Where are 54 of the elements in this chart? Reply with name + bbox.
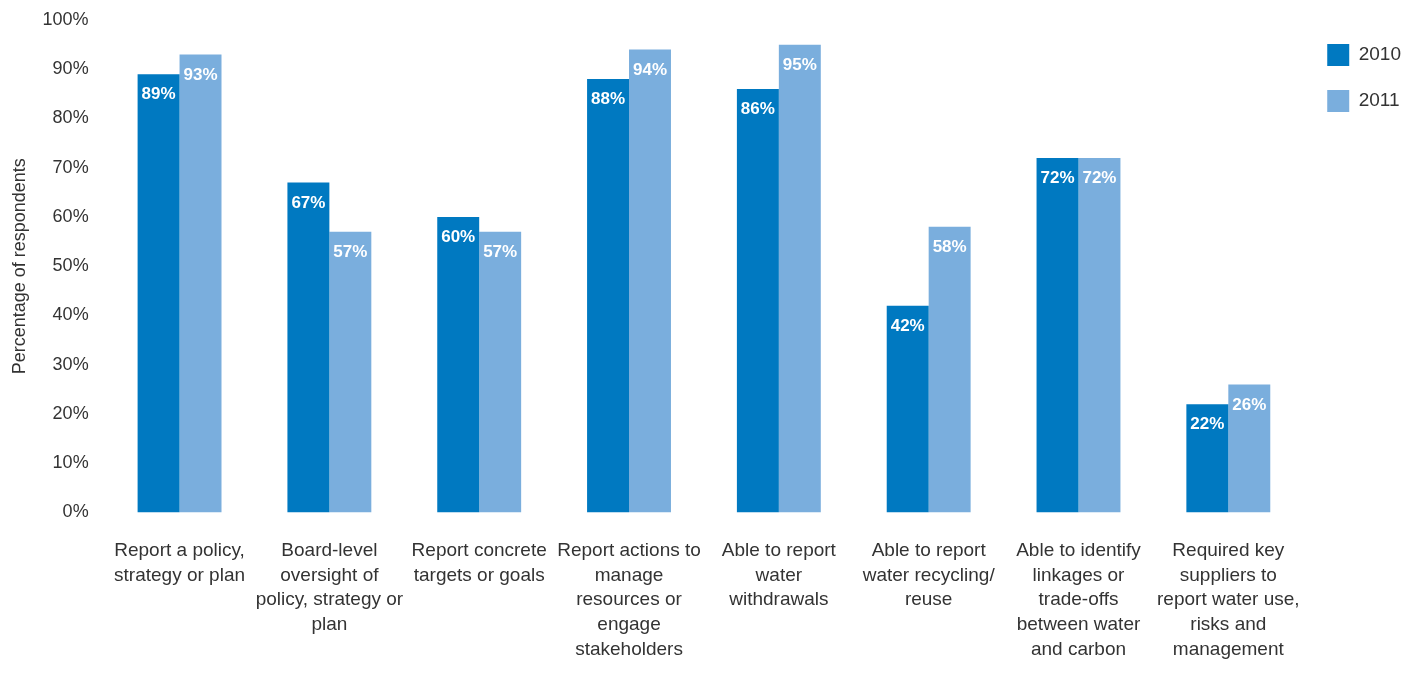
- data-label: 72%: [1082, 168, 1117, 188]
- data-label: 42%: [890, 315, 925, 335]
- y-tick-label: 0%: [62, 501, 89, 522]
- data-label: 95%: [782, 54, 817, 74]
- x-tick-label: Able to report water withdrawals: [721, 539, 837, 610]
- bar: [629, 49, 671, 513]
- y-tick-label: 50%: [52, 255, 89, 276]
- y-axis-title: Percentage of respondents: [8, 158, 29, 375]
- x-tick-label: Board-level oversight of policy, strategy or plan: [255, 539, 404, 635]
- x-tick-label: Report concrete targets or goals: [411, 539, 547, 585]
- data-label: 67%: [291, 192, 326, 212]
- data-label: 58%: [932, 237, 967, 257]
- y-tick-label: 40%: [52, 304, 89, 325]
- bar: [329, 231, 372, 513]
- x-tick-label: Able to report water recycling/ reuse: [861, 539, 996, 610]
- bar: [587, 79, 630, 513]
- data-label: 93%: [183, 64, 218, 84]
- bar: [1036, 157, 1079, 513]
- y-tick-label: 70%: [52, 156, 89, 177]
- y-tick-label: 30%: [52, 353, 89, 374]
- legend-label: 2011: [1358, 89, 1400, 111]
- data-label: 57%: [333, 241, 368, 261]
- y-tick-label: 100%: [42, 8, 89, 29]
- bar: [437, 217, 480, 513]
- data-label: 60%: [441, 227, 476, 247]
- bar: [736, 88, 779, 513]
- y-tick-label: 20%: [52, 402, 89, 423]
- bar: [137, 74, 180, 513]
- bar: [1186, 404, 1229, 513]
- y-tick-label: 60%: [52, 205, 89, 226]
- bar: [479, 231, 522, 513]
- data-label: 86%: [740, 99, 775, 119]
- x-tick-label: Required key suppliers to report water use, risks and management: [1157, 539, 1300, 659]
- y-tick-label: 10%: [52, 452, 89, 473]
- x-tick-label: Report actions to manage resources or engage stakeholders: [557, 539, 701, 659]
- data-label: 89%: [141, 84, 176, 104]
- bar: [1078, 157, 1121, 513]
- legend-label: 2010: [1358, 43, 1402, 65]
- bar: [287, 182, 330, 513]
- bar: [179, 54, 222, 513]
- data-label: 57%: [483, 241, 518, 261]
- x-tick-label: Able to identify linkages or trade-offs between water and carbon: [1016, 539, 1142, 659]
- bar: [778, 44, 821, 513]
- data-label: 72%: [1040, 168, 1075, 188]
- data-label: 94%: [632, 59, 668, 79]
- y-tick-label: 80%: [52, 107, 89, 128]
- data-label: 26%: [1232, 394, 1267, 414]
- y-tick-label: 90%: [52, 58, 89, 79]
- bar: [1228, 384, 1271, 513]
- data-label: 88%: [591, 89, 626, 109]
- data-label: 22%: [1190, 414, 1225, 434]
- bar: [886, 305, 929, 513]
- x-tick-label: Report a policy, strategy or plan: [114, 539, 246, 585]
- bar: [928, 226, 971, 513]
